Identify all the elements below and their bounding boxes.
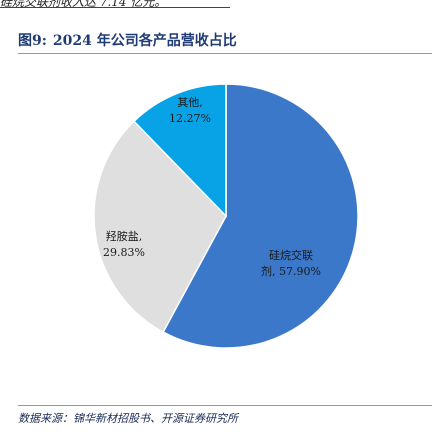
pie-chart-svg: 硅烷交联剂, 57.90% 羟胺盐, 29.83% 其他, 12.27%: [93, 83, 359, 349]
pie-slice-label-1: 羟胺盐, 29.83%: [103, 229, 145, 259]
pie-slice-1: [93, 120, 227, 334]
pie-slice-label-line: 其他,: [177, 96, 203, 109]
pie-slice-label-line: 羟胺盐,: [106, 229, 143, 243]
figure-number: 图9:: [18, 33, 47, 49]
pie-slice-label-line: 硅烷交联: [269, 248, 313, 262]
pie-slice-2: [132, 83, 227, 218]
pie-slice-label-line: 29.83%: [103, 246, 145, 259]
pie-slice-label-line: 剂, 57.90%: [261, 264, 321, 278]
pie-slice-0: [162, 83, 359, 349]
source-divider: [18, 405, 432, 406]
title-divider: [18, 53, 432, 54]
previous-paragraph-line: 硅烷交联剂收入达 7.14 亿元。: [0, 0, 230, 10]
source-note: 数据来源：锦华新材招股书、开源证券研究所: [18, 412, 238, 425]
figure-title-text: 2024 年公司各产品营收占比: [52, 33, 237, 49]
pie-slice-label-line: 12.27%: [169, 112, 211, 125]
pie-chart: 硅烷交联剂, 57.90% 羟胺盐, 29.83% 其他, 12.27%: [0, 56, 443, 376]
figure-title: 图9: 2024 年公司各产品营收占比: [18, 30, 237, 50]
pie-slice-label-2: 其他, 12.27%: [169, 96, 211, 125]
previous-paragraph-underline: [0, 7, 230, 8]
pie-slice-label-0: 硅烷交联剂, 57.90%: [261, 248, 321, 278]
previous-paragraph-text: 硅烷交联剂收入达 7.14 亿元。: [0, 0, 167, 9]
